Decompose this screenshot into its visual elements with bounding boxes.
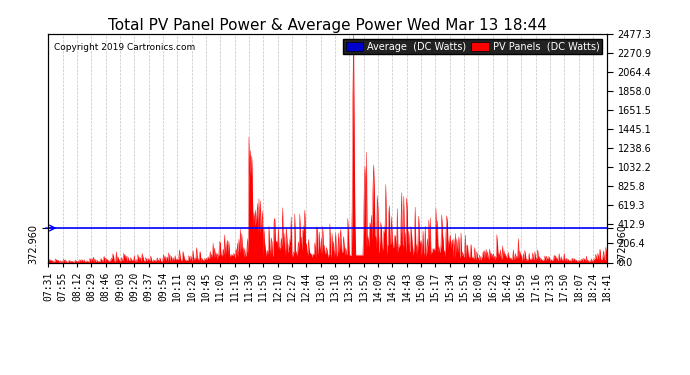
- Title: Total PV Panel Power & Average Power Wed Mar 13 18:44: Total PV Panel Power & Average Power Wed…: [108, 18, 547, 33]
- Text: Copyright 2019 Cartronics.com: Copyright 2019 Cartronics.com: [54, 43, 195, 52]
- Legend: Average  (DC Watts), PV Panels  (DC Watts): Average (DC Watts), PV Panels (DC Watts): [343, 39, 602, 54]
